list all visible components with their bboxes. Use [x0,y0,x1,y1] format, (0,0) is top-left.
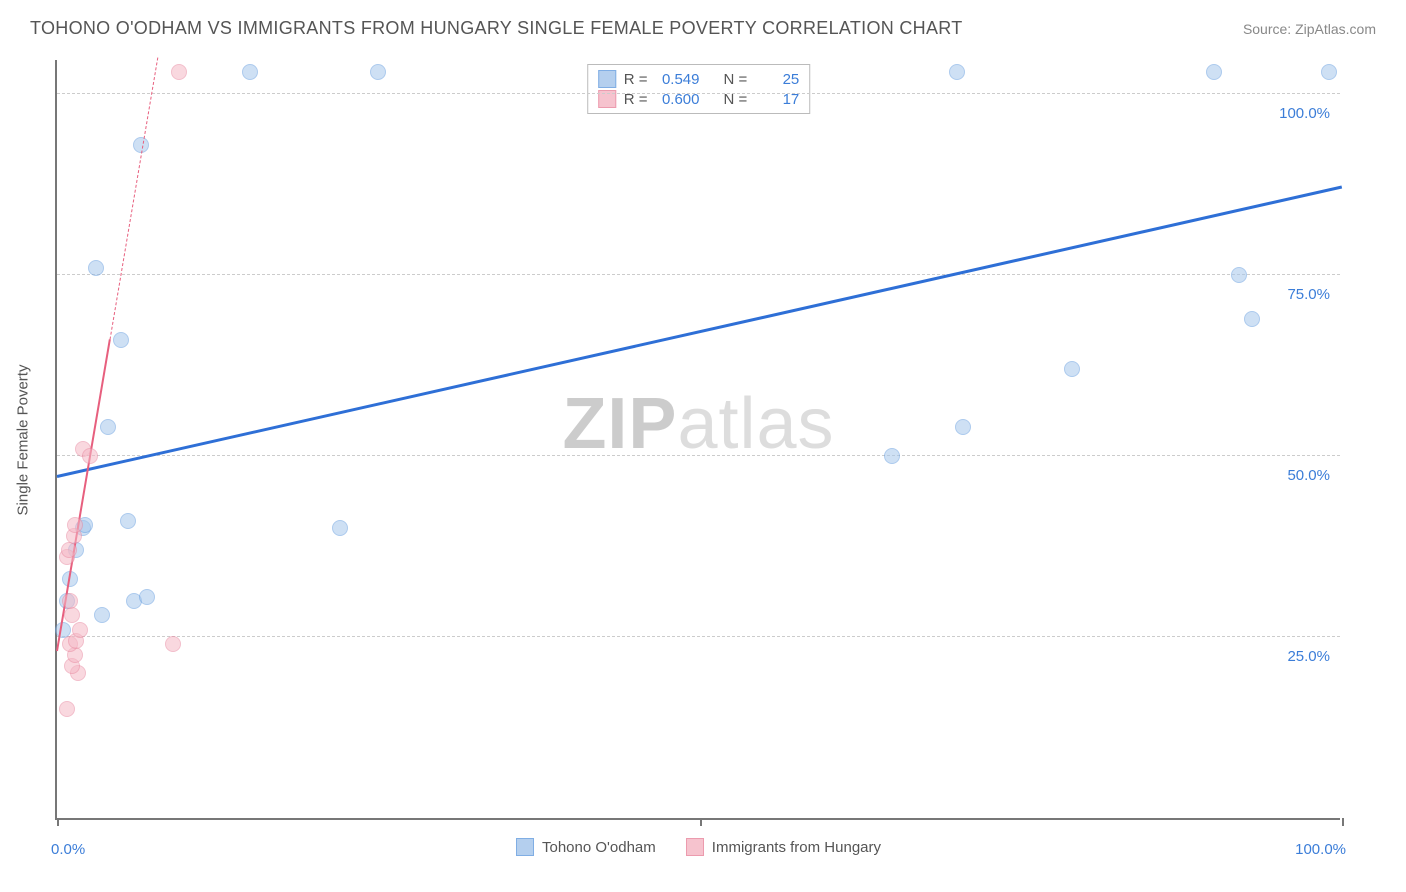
data-point [1064,361,1080,377]
data-point [1231,267,1247,283]
y-tick-label: 50.0% [1287,467,1330,484]
plot-area: Single Female Poverty ZIPatlas R = 0.549… [55,60,1375,820]
data-point [242,64,258,80]
legend-label-series2: Immigrants from Hungary [712,839,881,856]
data-point [61,542,77,558]
source-attribution: Source: ZipAtlas.com [1243,21,1376,37]
data-point [82,448,98,464]
data-point [139,589,155,605]
data-point [1321,64,1337,80]
x-tick [700,818,702,826]
legend-swatch-series2 [686,838,704,856]
stats-row-series1: R = 0.549 N = 25 [598,69,800,89]
y-tick-label: 100.0% [1279,105,1330,122]
swatch-series1 [598,70,616,88]
x-tick-label: 0.0% [51,841,85,858]
stats-n-label-1: N = [724,71,748,88]
stats-n-value-1: 25 [755,71,799,88]
trend-line [109,57,158,339]
trend-line [57,185,1343,477]
data-point [72,622,88,638]
data-point [62,593,78,609]
data-point [165,636,181,652]
watermark: ZIPatlas [562,383,834,465]
scatter-plot: ZIPatlas R = 0.549 N = 25 R = 0.600 N = … [55,60,1340,820]
stats-r-value-1: 0.549 [656,71,700,88]
y-tick-label: 25.0% [1287,648,1330,665]
gridline-horizontal [57,93,1340,94]
data-point [1206,64,1222,80]
data-point [64,607,80,623]
bottom-legend: Tohono O'odham Immigrants from Hungary [57,838,1340,856]
legend-swatch-series1 [516,838,534,856]
data-point [100,419,116,435]
x-tick [1342,818,1344,826]
stats-legend-box: R = 0.549 N = 25 R = 0.600 N = 17 [587,64,811,114]
data-point [1244,311,1260,327]
data-point [120,513,136,529]
gridline-horizontal [57,274,1340,275]
data-point [59,701,75,717]
x-tick-label: 100.0% [1295,841,1346,858]
chart-title: TOHONO O'ODHAM VS IMMIGRANTS FROM HUNGAR… [30,18,963,39]
y-tick-label: 75.0% [1287,286,1330,303]
y-axis-label: Single Female Poverty [15,365,32,516]
data-point [171,64,187,80]
title-bar: TOHONO O'ODHAM VS IMMIGRANTS FROM HUNGAR… [0,0,1406,47]
data-point [370,64,386,80]
legend-item-series2: Immigrants from Hungary [686,838,881,856]
data-point [94,607,110,623]
x-tick [57,818,59,826]
legend-item-series1: Tohono O'odham [516,838,656,856]
data-point [88,260,104,276]
watermark-atlas: atlas [677,384,834,464]
data-point [332,520,348,536]
data-point [113,332,129,348]
gridline-horizontal [57,636,1340,637]
data-point [67,517,83,533]
data-point [949,64,965,80]
gridline-horizontal [57,455,1340,456]
legend-label-series1: Tohono O'odham [542,839,656,856]
data-point [884,448,900,464]
stats-row-series2: R = 0.600 N = 17 [598,89,800,109]
data-point [955,419,971,435]
watermark-zip: ZIP [562,384,677,464]
stats-r-label-1: R = [624,71,648,88]
